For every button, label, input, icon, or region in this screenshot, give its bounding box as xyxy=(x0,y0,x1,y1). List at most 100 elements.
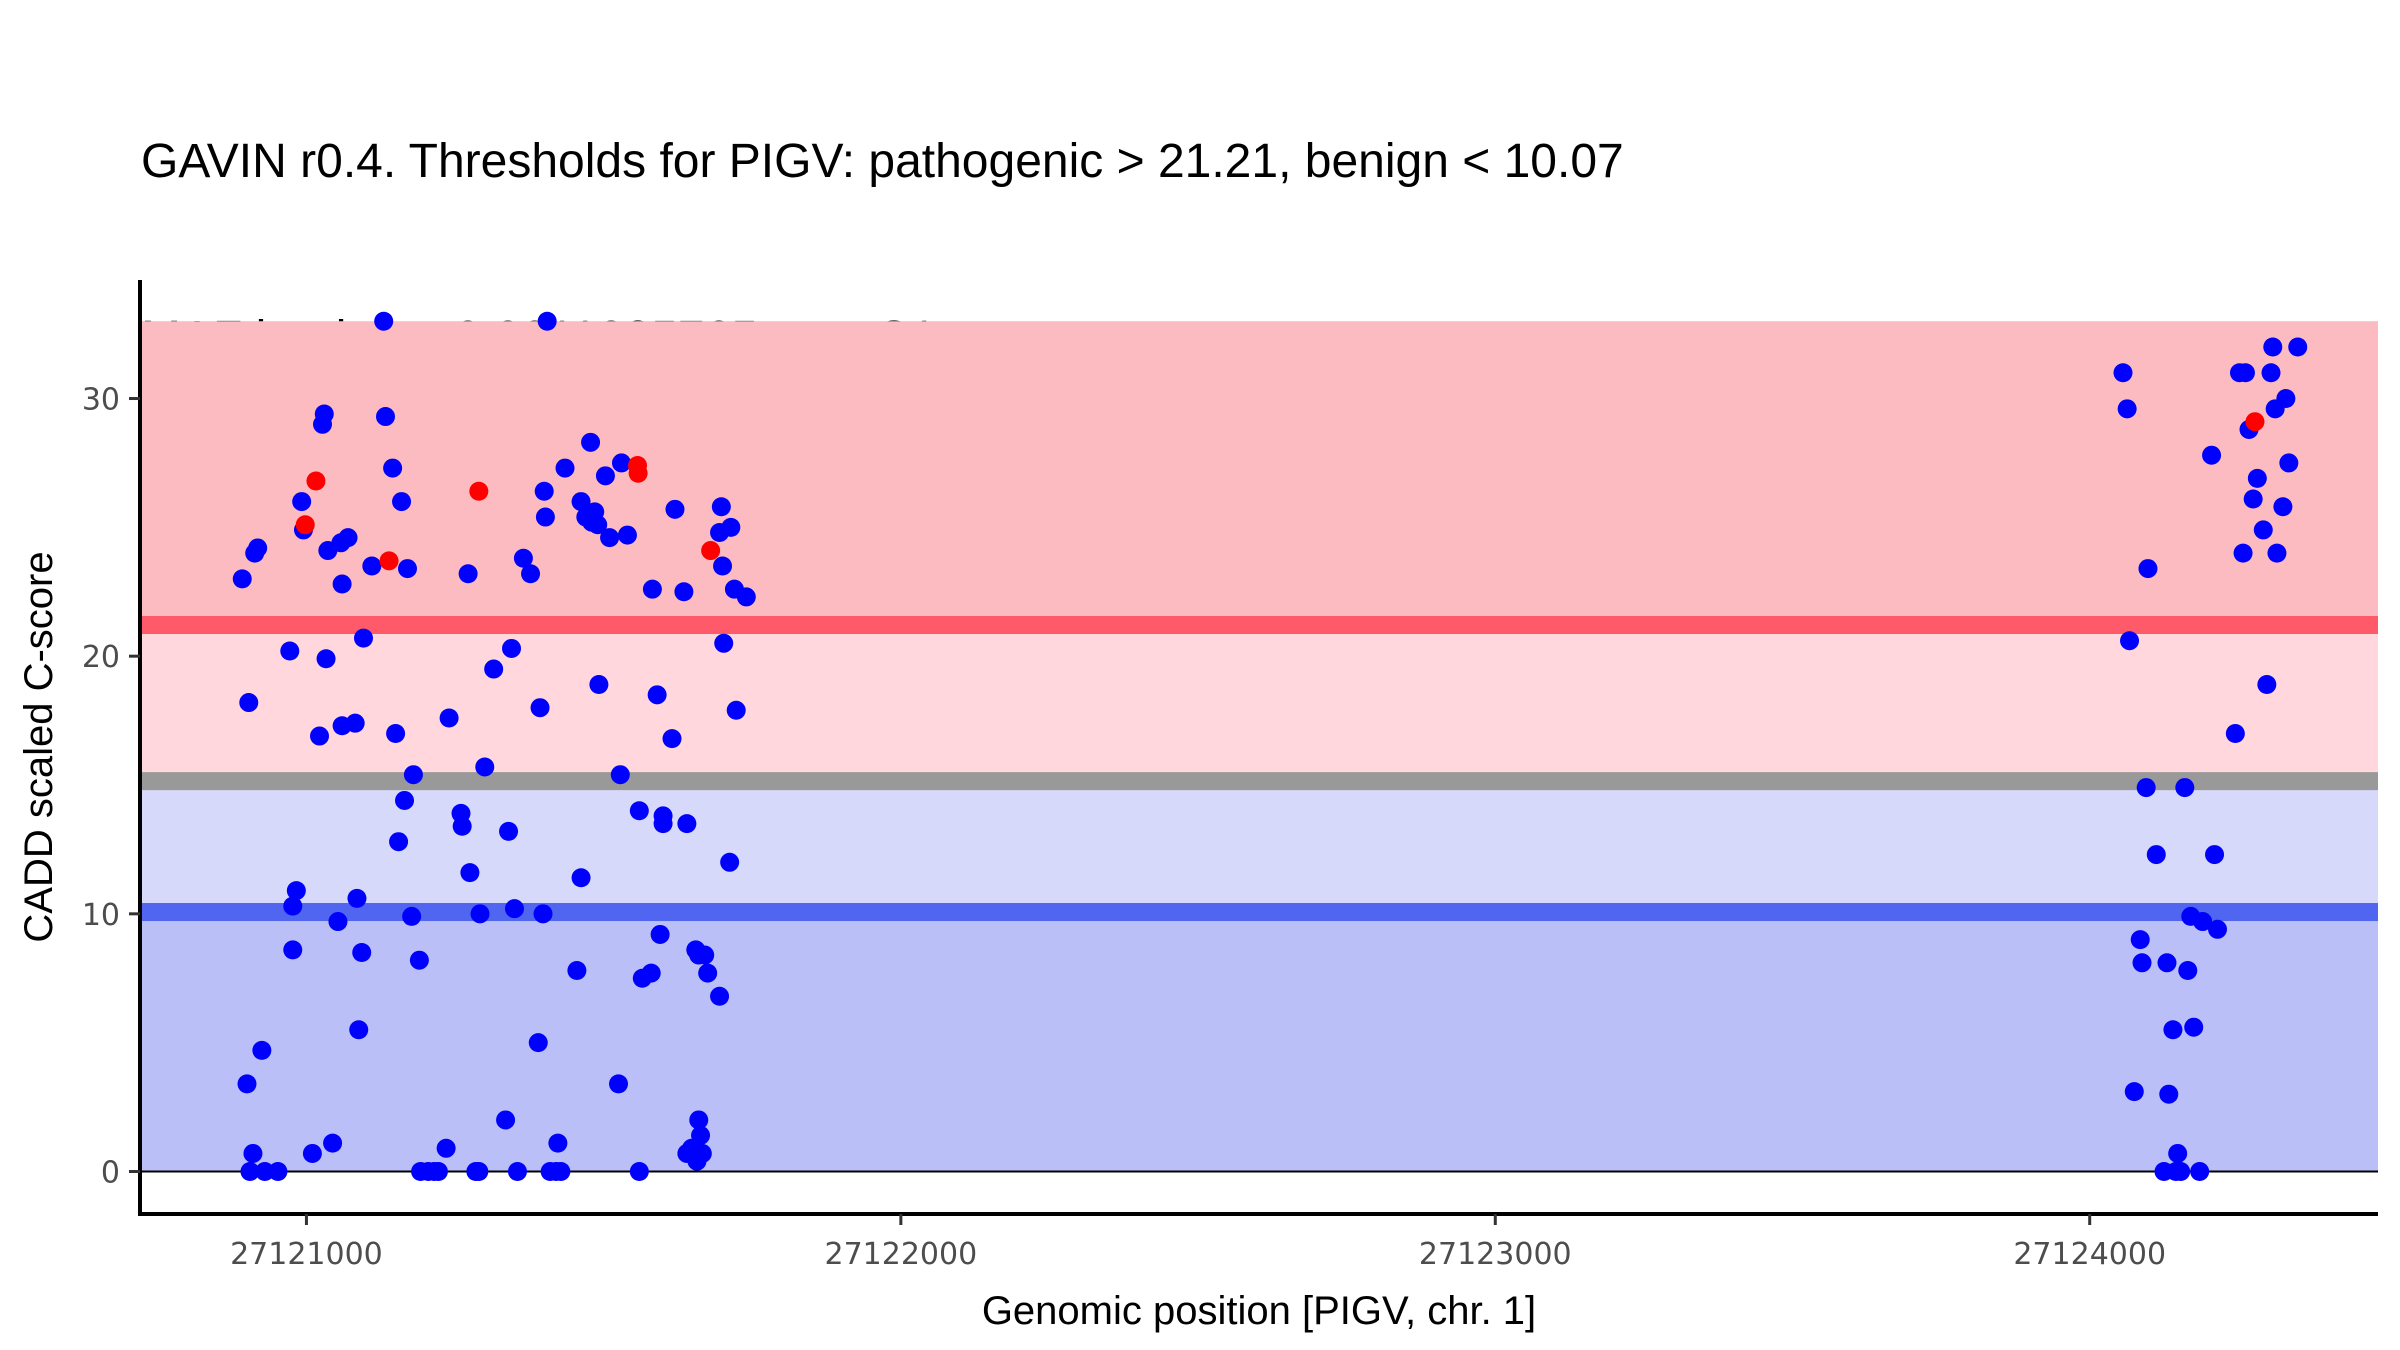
gnomad-variant-point xyxy=(662,729,682,749)
gnomad-variant-point xyxy=(2276,389,2296,409)
clinvar-pathogenic-point xyxy=(2245,412,2265,432)
gnomad-variant-point xyxy=(695,945,715,965)
gnomad-variant-point xyxy=(255,1161,275,1181)
gnomad-variant-point xyxy=(674,582,694,602)
gnomad-variant-point xyxy=(2208,919,2228,939)
gnomad-variant-point xyxy=(513,548,533,568)
gnomad-variant-point xyxy=(2130,930,2150,950)
gnomad-variant-point xyxy=(403,765,423,785)
gnomad-variant-point xyxy=(386,723,406,743)
data-points xyxy=(232,311,2308,1181)
gnomad-variant-point xyxy=(534,481,554,501)
gnomad-variant-point xyxy=(567,961,587,981)
gnomad-variant-point xyxy=(338,528,358,548)
gnomad-variant-point xyxy=(349,1020,369,1040)
gnomad-variant-point xyxy=(698,963,718,983)
gnomad-variant-point xyxy=(389,832,409,852)
gnomad-variant-point xyxy=(571,492,591,512)
gnomad-variant-point xyxy=(595,466,615,486)
gnomad-variant-point xyxy=(268,1161,288,1181)
gnomad-variant-point xyxy=(535,507,555,527)
gnomad-variant-point xyxy=(581,432,601,452)
gnomad-variant-point xyxy=(650,924,670,944)
fallback-threshold-line xyxy=(140,772,2378,791)
gnomad-variant-point xyxy=(484,659,504,679)
gnomad-variant-point xyxy=(555,458,575,478)
gnomad-variant-point xyxy=(316,649,336,669)
gnomad-variant-point xyxy=(530,698,550,718)
clinvar-pathogenic-point xyxy=(306,471,326,491)
gnomad-variant-point xyxy=(2225,723,2245,743)
gnomad-variant-point xyxy=(375,407,395,427)
gnomad-variant-point xyxy=(2124,1082,2144,1102)
gnomad-variant-point xyxy=(736,587,756,607)
benign-zone xyxy=(140,912,2378,1172)
gnomad-variant-point xyxy=(502,638,522,658)
y-axis-title: CADD scaled C-score xyxy=(17,551,61,942)
benign-threshold-line xyxy=(140,903,2378,922)
clinvar-pathogenic-point xyxy=(701,541,721,561)
gnomad-variant-point xyxy=(314,404,334,424)
gnomad-variant-point xyxy=(713,556,733,576)
gnomad-variant-point xyxy=(397,559,417,579)
y-tick-label: 20 xyxy=(82,640,120,675)
y-tick-label: 10 xyxy=(82,898,120,933)
x-tick-label: 27121000 xyxy=(230,1237,383,1272)
gnomad-variant-point xyxy=(240,1161,260,1181)
clinvar-pathogenic-point xyxy=(628,463,648,483)
gnomad-variant-point xyxy=(2205,845,2225,865)
gnomad-variant-point xyxy=(689,1110,709,1130)
threshold-lines xyxy=(140,616,2378,922)
gnomad-variant-point xyxy=(499,821,519,841)
gnomad-variant-point xyxy=(383,458,403,478)
gnomad-variant-point xyxy=(677,814,697,834)
gnomad-variant-point xyxy=(374,311,394,331)
gnomad-variant-point xyxy=(588,515,608,535)
gnomad-variant-point xyxy=(428,1161,448,1181)
gnomad-variant-point xyxy=(436,1138,456,1158)
pathogenic-to-fallback-zone xyxy=(140,625,2378,782)
gnomad-variant-point xyxy=(617,525,637,545)
gnomad-variant-point xyxy=(332,574,352,594)
gnomad-variant-point xyxy=(537,311,557,331)
gnomad-variant-point xyxy=(460,863,480,883)
gnomad-variant-point xyxy=(692,1143,712,1163)
gnomad-variant-point xyxy=(2178,961,2198,981)
clinvar-pathogenic-point xyxy=(379,551,399,571)
gnomad-variant-point xyxy=(323,1133,343,1153)
gnomad-variant-point xyxy=(611,453,631,473)
gnomad-variant-point xyxy=(711,497,731,517)
gnomad-variant-point xyxy=(395,790,415,810)
gnomad-variant-point xyxy=(610,765,630,785)
y-ticks: 0 10 20 30 xyxy=(82,383,140,1190)
gnomad-variant-point xyxy=(280,641,300,661)
gnomad-variant-point xyxy=(402,906,422,926)
fallback-to-benign-zone xyxy=(140,781,2378,913)
gnomad-variant-point xyxy=(2136,778,2156,798)
gnomad-variant-point xyxy=(2288,337,2308,357)
gnomad-variant-point xyxy=(2117,399,2137,419)
gnomad-variant-point xyxy=(310,726,330,746)
gnomad-variant-point xyxy=(720,852,740,872)
gnomad-variant-point xyxy=(2263,337,2283,357)
gnomad-variant-point xyxy=(302,1143,322,1163)
x-tick-label: 27123000 xyxy=(1419,1237,1572,1272)
gnomad-variant-point xyxy=(642,579,662,599)
gnomad-variant-point xyxy=(354,628,374,648)
gnomad-variant-point xyxy=(452,816,472,836)
gnomad-variant-point xyxy=(533,904,553,924)
gnomad-variant-point xyxy=(439,708,459,728)
pathogenic-zone xyxy=(140,321,2378,626)
gnomad-variant-point xyxy=(2120,631,2140,651)
gnomad-variant-point xyxy=(2159,1084,2179,1104)
gnomad-variant-point xyxy=(691,1125,711,1145)
gnomad-variant-point xyxy=(2253,520,2273,540)
gnomad-variant-point xyxy=(548,1133,568,1153)
clinvar-pathogenic-point xyxy=(469,481,489,501)
gnomad-variant-point xyxy=(714,633,734,653)
y-tick-label: 30 xyxy=(82,383,120,418)
gnomad-variant-point xyxy=(2163,1020,2183,1040)
gnomad-variant-point xyxy=(710,986,730,1006)
gnomad-variant-point xyxy=(2113,363,2133,383)
gnomad-variant-point xyxy=(237,1074,257,1094)
